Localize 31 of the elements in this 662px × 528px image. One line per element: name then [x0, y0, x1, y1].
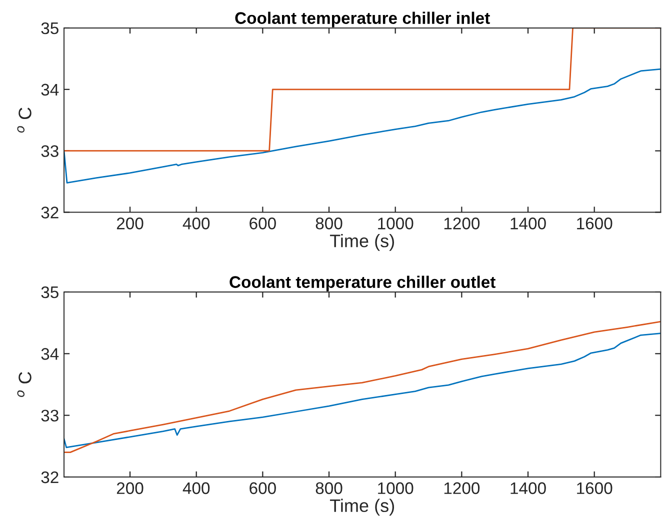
x-tick-label: 1400	[510, 482, 546, 494]
x-tick-label: 1000	[378, 218, 414, 230]
x-tick-label: 200	[116, 482, 144, 494]
x-axis-title: Time (s)	[330, 234, 394, 251]
y-tick-label: 35	[41, 286, 58, 298]
y-tick-label: 32	[41, 206, 58, 218]
y-tick-label: 34	[41, 348, 59, 360]
x-tick-label: 1200	[444, 218, 480, 230]
x-tick-label: 1000	[378, 482, 414, 494]
y-tick-label: 32	[41, 471, 58, 484]
y-tick-label: 33	[41, 145, 58, 158]
x-tick-label: 1400	[510, 218, 546, 230]
x-tick-label: 600	[250, 218, 276, 230]
y-axis-title: $^{o}$ C	[17, 372, 32, 398]
x-tick-label: 800	[316, 218, 342, 230]
line-series	[64, 68, 661, 184]
chart-title: Coolant temperature chiller outlet	[230, 276, 496, 292]
x-tick-label: 1200	[444, 482, 480, 494]
x-tick-label: 400	[182, 482, 210, 494]
y-tick-label: 35	[41, 22, 58, 34]
y-axis-title: $^{o}$ C	[17, 108, 32, 133]
x-tick-label: 200	[116, 218, 144, 230]
y-tick-label: 33	[41, 410, 58, 422]
x-axis-title: Time (s)	[330, 498, 394, 516]
chart-title: Coolant temperature chiller inlet	[235, 12, 490, 28]
y-tick-label: 34	[41, 84, 59, 96]
x-tick-label: 1600	[577, 482, 612, 494]
x-tick-label: 1600	[577, 218, 612, 230]
x-tick-label: 600	[250, 482, 276, 494]
x-tick-label: 400	[182, 218, 210, 230]
x-tick-label: 800	[316, 482, 342, 494]
